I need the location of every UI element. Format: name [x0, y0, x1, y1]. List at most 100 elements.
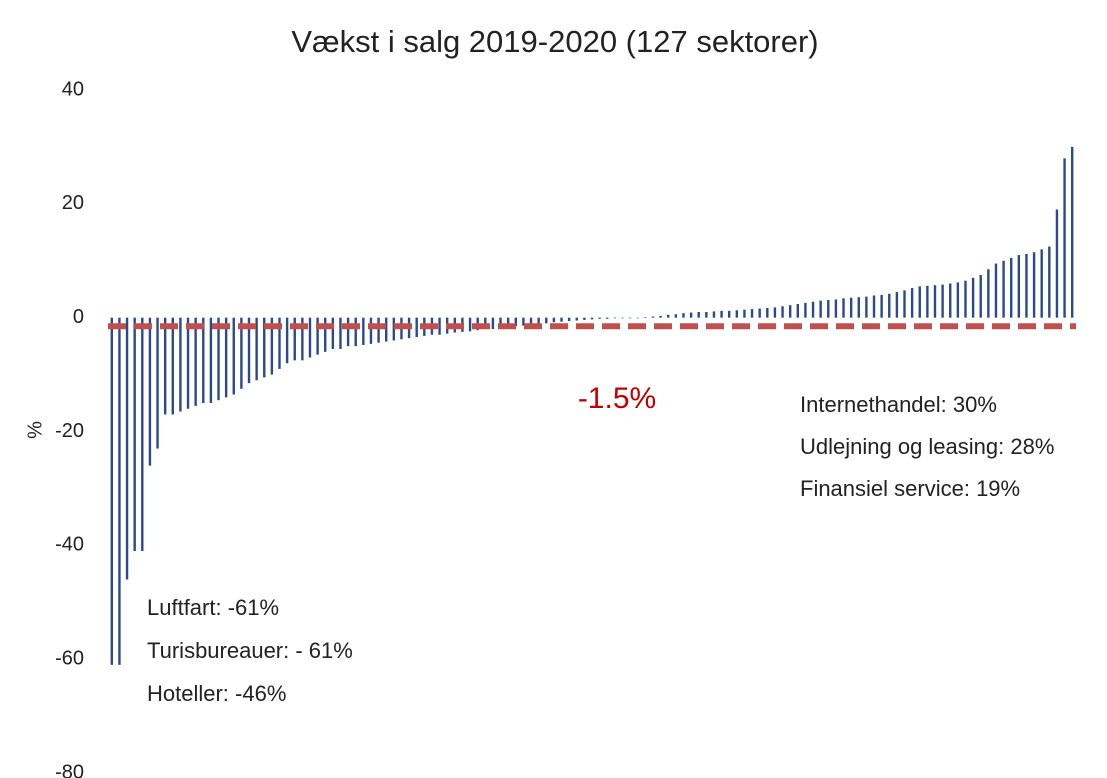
bar: [552, 317, 556, 323]
bar: [567, 317, 571, 322]
bar: [156, 317, 159, 449]
bar: [354, 317, 357, 347]
bar: [270, 317, 274, 375]
bar: [209, 317, 213, 404]
annotation: Turisbureauer: - 61%: [147, 638, 353, 663]
bar: [560, 317, 563, 322]
bar: [141, 317, 144, 552]
bar: [956, 282, 960, 318]
bar: [979, 274, 982, 318]
bar: [689, 312, 693, 318]
bar: [743, 309, 746, 318]
bar: [659, 315, 662, 318]
bar: [1070, 146, 1074, 318]
annotation: Udlejning og leasing: 28%: [800, 434, 1054, 459]
bar: [628, 317, 632, 319]
bar: [1025, 253, 1028, 318]
bar: [949, 283, 952, 318]
bar: [667, 314, 670, 318]
bar: [697, 311, 700, 318]
bar: [994, 263, 998, 318]
bar: [529, 317, 533, 325]
bar: [232, 317, 235, 395]
bar: [133, 317, 136, 552]
bar: [1055, 209, 1059, 318]
bar: [827, 300, 830, 318]
bar: [674, 314, 678, 318]
bar: [125, 317, 129, 580]
bar: [491, 317, 495, 330]
bar: [110, 317, 114, 665]
bar: [613, 317, 617, 319]
bar: [766, 307, 769, 318]
bar: [522, 317, 525, 326]
bar: [804, 302, 807, 318]
y-axis-label: %: [24, 421, 46, 439]
y-tick-label: -20: [55, 420, 84, 442]
bar: [301, 317, 304, 361]
bar: [644, 317, 647, 318]
bar: [438, 317, 441, 335]
bar: [331, 317, 335, 349]
bar: [720, 310, 723, 318]
bar: [369, 317, 373, 344]
annotation: Hoteller: -46%: [147, 681, 286, 706]
annotation: Luftfart: -61%: [147, 595, 279, 620]
bar: [514, 317, 517, 327]
bar: [910, 288, 914, 318]
bar: [735, 310, 739, 318]
bar: [1048, 246, 1051, 318]
bar: [987, 269, 990, 318]
bar: [880, 294, 883, 318]
bar: [1032, 252, 1036, 318]
chart-title: Vækst i salg 2019-2020 (127 sektorer): [291, 24, 818, 59]
bar: [857, 297, 860, 318]
bar: [933, 285, 937, 318]
bar: [727, 310, 731, 318]
bar: [285, 317, 289, 364]
bar: [895, 292, 899, 318]
bar: [575, 317, 578, 321]
bar: [705, 311, 708, 318]
bar: [293, 317, 296, 361]
bar: [224, 317, 228, 398]
bar: [308, 317, 312, 358]
bar: [872, 295, 876, 318]
bar: [651, 316, 655, 318]
bar: [926, 285, 929, 318]
bar: [537, 317, 540, 324]
bar: [194, 317, 197, 406]
bar: [362, 317, 365, 345]
bar: [918, 286, 921, 318]
y-tick-label: 40: [62, 78, 84, 100]
bar: [888, 293, 891, 318]
bar: [796, 304, 799, 318]
annotation: Finansiel service: 19%: [800, 476, 1020, 501]
y-tick-label: -40: [55, 534, 84, 556]
y-tick-label: 20: [62, 192, 84, 214]
bar: [682, 313, 685, 318]
bar: [1010, 257, 1013, 318]
bar: [1063, 158, 1066, 318]
bar: [392, 317, 396, 341]
bar: [255, 317, 258, 381]
bar: [598, 317, 601, 319]
bar: [324, 317, 327, 352]
bar: [468, 317, 472, 332]
annotation: Internethandel: 30%: [800, 392, 997, 417]
y-tick-label: -80: [55, 761, 84, 778]
bar: [278, 317, 281, 369]
bar: [171, 317, 174, 415]
bar: [179, 317, 182, 412]
bar: [240, 317, 243, 389]
y-tick-label: -60: [55, 647, 84, 669]
bar: [1017, 255, 1021, 318]
reference-label: -1.5%: [578, 382, 656, 415]
bar: [339, 317, 342, 349]
bar: [606, 317, 609, 319]
bar: [758, 308, 761, 318]
bar: [811, 301, 815, 318]
bar: [415, 317, 418, 338]
bar: [1002, 260, 1005, 318]
